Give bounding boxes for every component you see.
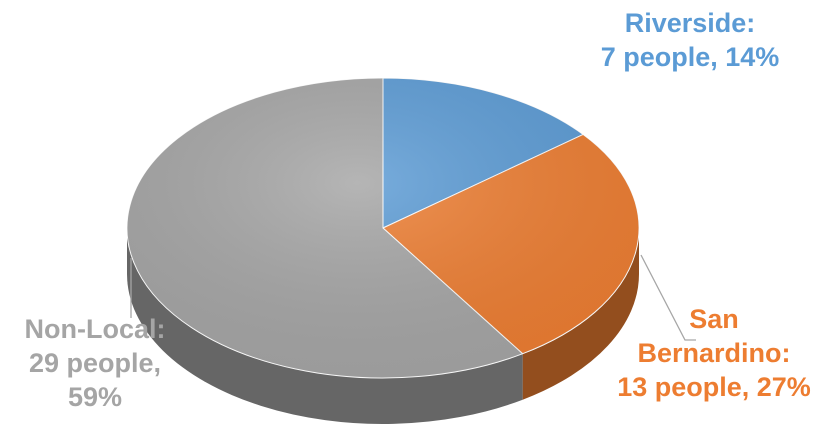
non-local-label-line-2: 29 people,: [28, 348, 162, 378]
leader-line-san-bernardino: [640, 254, 696, 341]
non-local-label-line-3: 59%: [67, 382, 123, 412]
san-bernardino-label-line-2: Bernardino:: [637, 338, 791, 368]
slice-label-riverside: Riverside: 7 people, 14%: [560, 6, 820, 74]
slice-label-san-bernardino: San Bernardino: 13 people, 27%: [596, 302, 832, 404]
san-bernardino-label-line-3: 13 people, 27%: [617, 372, 811, 402]
riverside-label-line-1: Riverside:: [624, 8, 756, 38]
slice-label-non-local: Non-Local: 29 people, 59%: [0, 312, 190, 414]
non-local-label-line-1: Non-Local:: [24, 314, 166, 344]
san-bernardino-label-line-1: San: [689, 304, 739, 334]
riverside-label-line-2: 7 people, 14%: [600, 42, 780, 72]
